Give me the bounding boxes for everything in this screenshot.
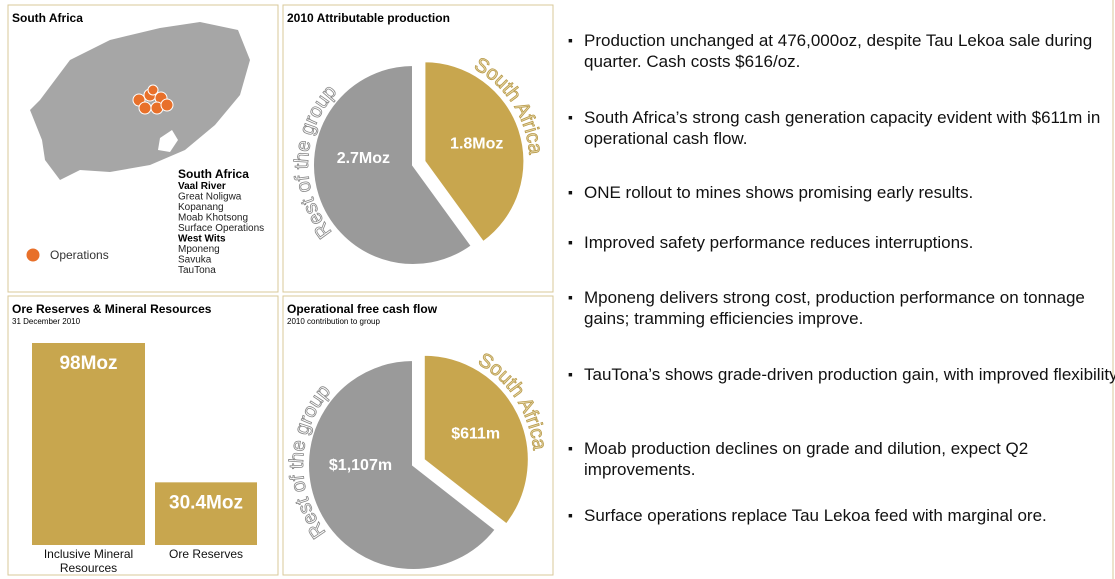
bullet-item: TauTona’s shows grade-driven production … (568, 364, 1115, 385)
bullet-item: Moab production declines on grade and di… (568, 438, 1115, 480)
operations-dots (132, 84, 174, 115)
value-label: 2.7Moz (337, 150, 390, 167)
map-lesotho (158, 130, 178, 152)
bar (32, 343, 145, 545)
panel-border (7, 4, 279, 293)
panel-title: 2010 Attributable production (287, 11, 450, 25)
panel-subtitle: 2010 contribution to group (287, 317, 381, 326)
value-label: $611m (451, 426, 500, 443)
panel-subtitle: 31 December 2010 (12, 317, 81, 326)
mine-name: Surface Operations (178, 223, 264, 234)
pie-slice (423, 60, 526, 244)
value-label: 98Moz (59, 353, 117, 374)
pie-slice (307, 358, 498, 571)
legend-label: Operations (50, 248, 109, 262)
bullet-item: South Africa’s strong cash generation ca… (568, 107, 1115, 149)
bullet-item: Improved safety performance reduces inte… (568, 232, 1115, 253)
panel-title: Ore Reserves & Mineral Resources (12, 302, 212, 316)
panel-border (7, 295, 279, 576)
category-label: Inclusive Mineral Resources (43, 547, 134, 575)
legend-dot (25, 247, 41, 263)
region-name: West Wits (178, 234, 226, 245)
value-label: $1,107m (329, 457, 392, 474)
panel-title: South Africa (12, 11, 83, 25)
mine-name: Mponeng (178, 244, 220, 255)
mine-name: Moab Khotsong (178, 213, 248, 224)
bullet-item: ONE rollout to mines shows promising ear… (568, 182, 1115, 203)
panel-title: Operational free cash flow (287, 302, 438, 316)
pie-slice (312, 63, 474, 266)
mine-name: Great Noligwa (178, 192, 242, 203)
mine-name: Kopanang (178, 202, 224, 213)
value-label: 1.8Moz (450, 136, 503, 153)
mine-name: TauTona (178, 265, 216, 276)
map-heading: South Africa (178, 167, 249, 181)
pie-slice (422, 353, 530, 526)
bullet-item: Production unchanged at 476,000oz, despi… (568, 30, 1115, 72)
mine-name: Savuka (178, 255, 212, 266)
panel-border (282, 295, 554, 576)
bullet-item: Mponeng delivers strong cost, production… (568, 287, 1115, 329)
value-label: 30.4Moz (169, 492, 243, 513)
category-label: Ore Reserves (168, 547, 244, 561)
bar (155, 482, 257, 545)
region-name: Vaal River (178, 181, 226, 192)
bullet-item: Surface operations replace Tau Lekoa fee… (568, 505, 1115, 526)
panel-border (282, 4, 554, 293)
